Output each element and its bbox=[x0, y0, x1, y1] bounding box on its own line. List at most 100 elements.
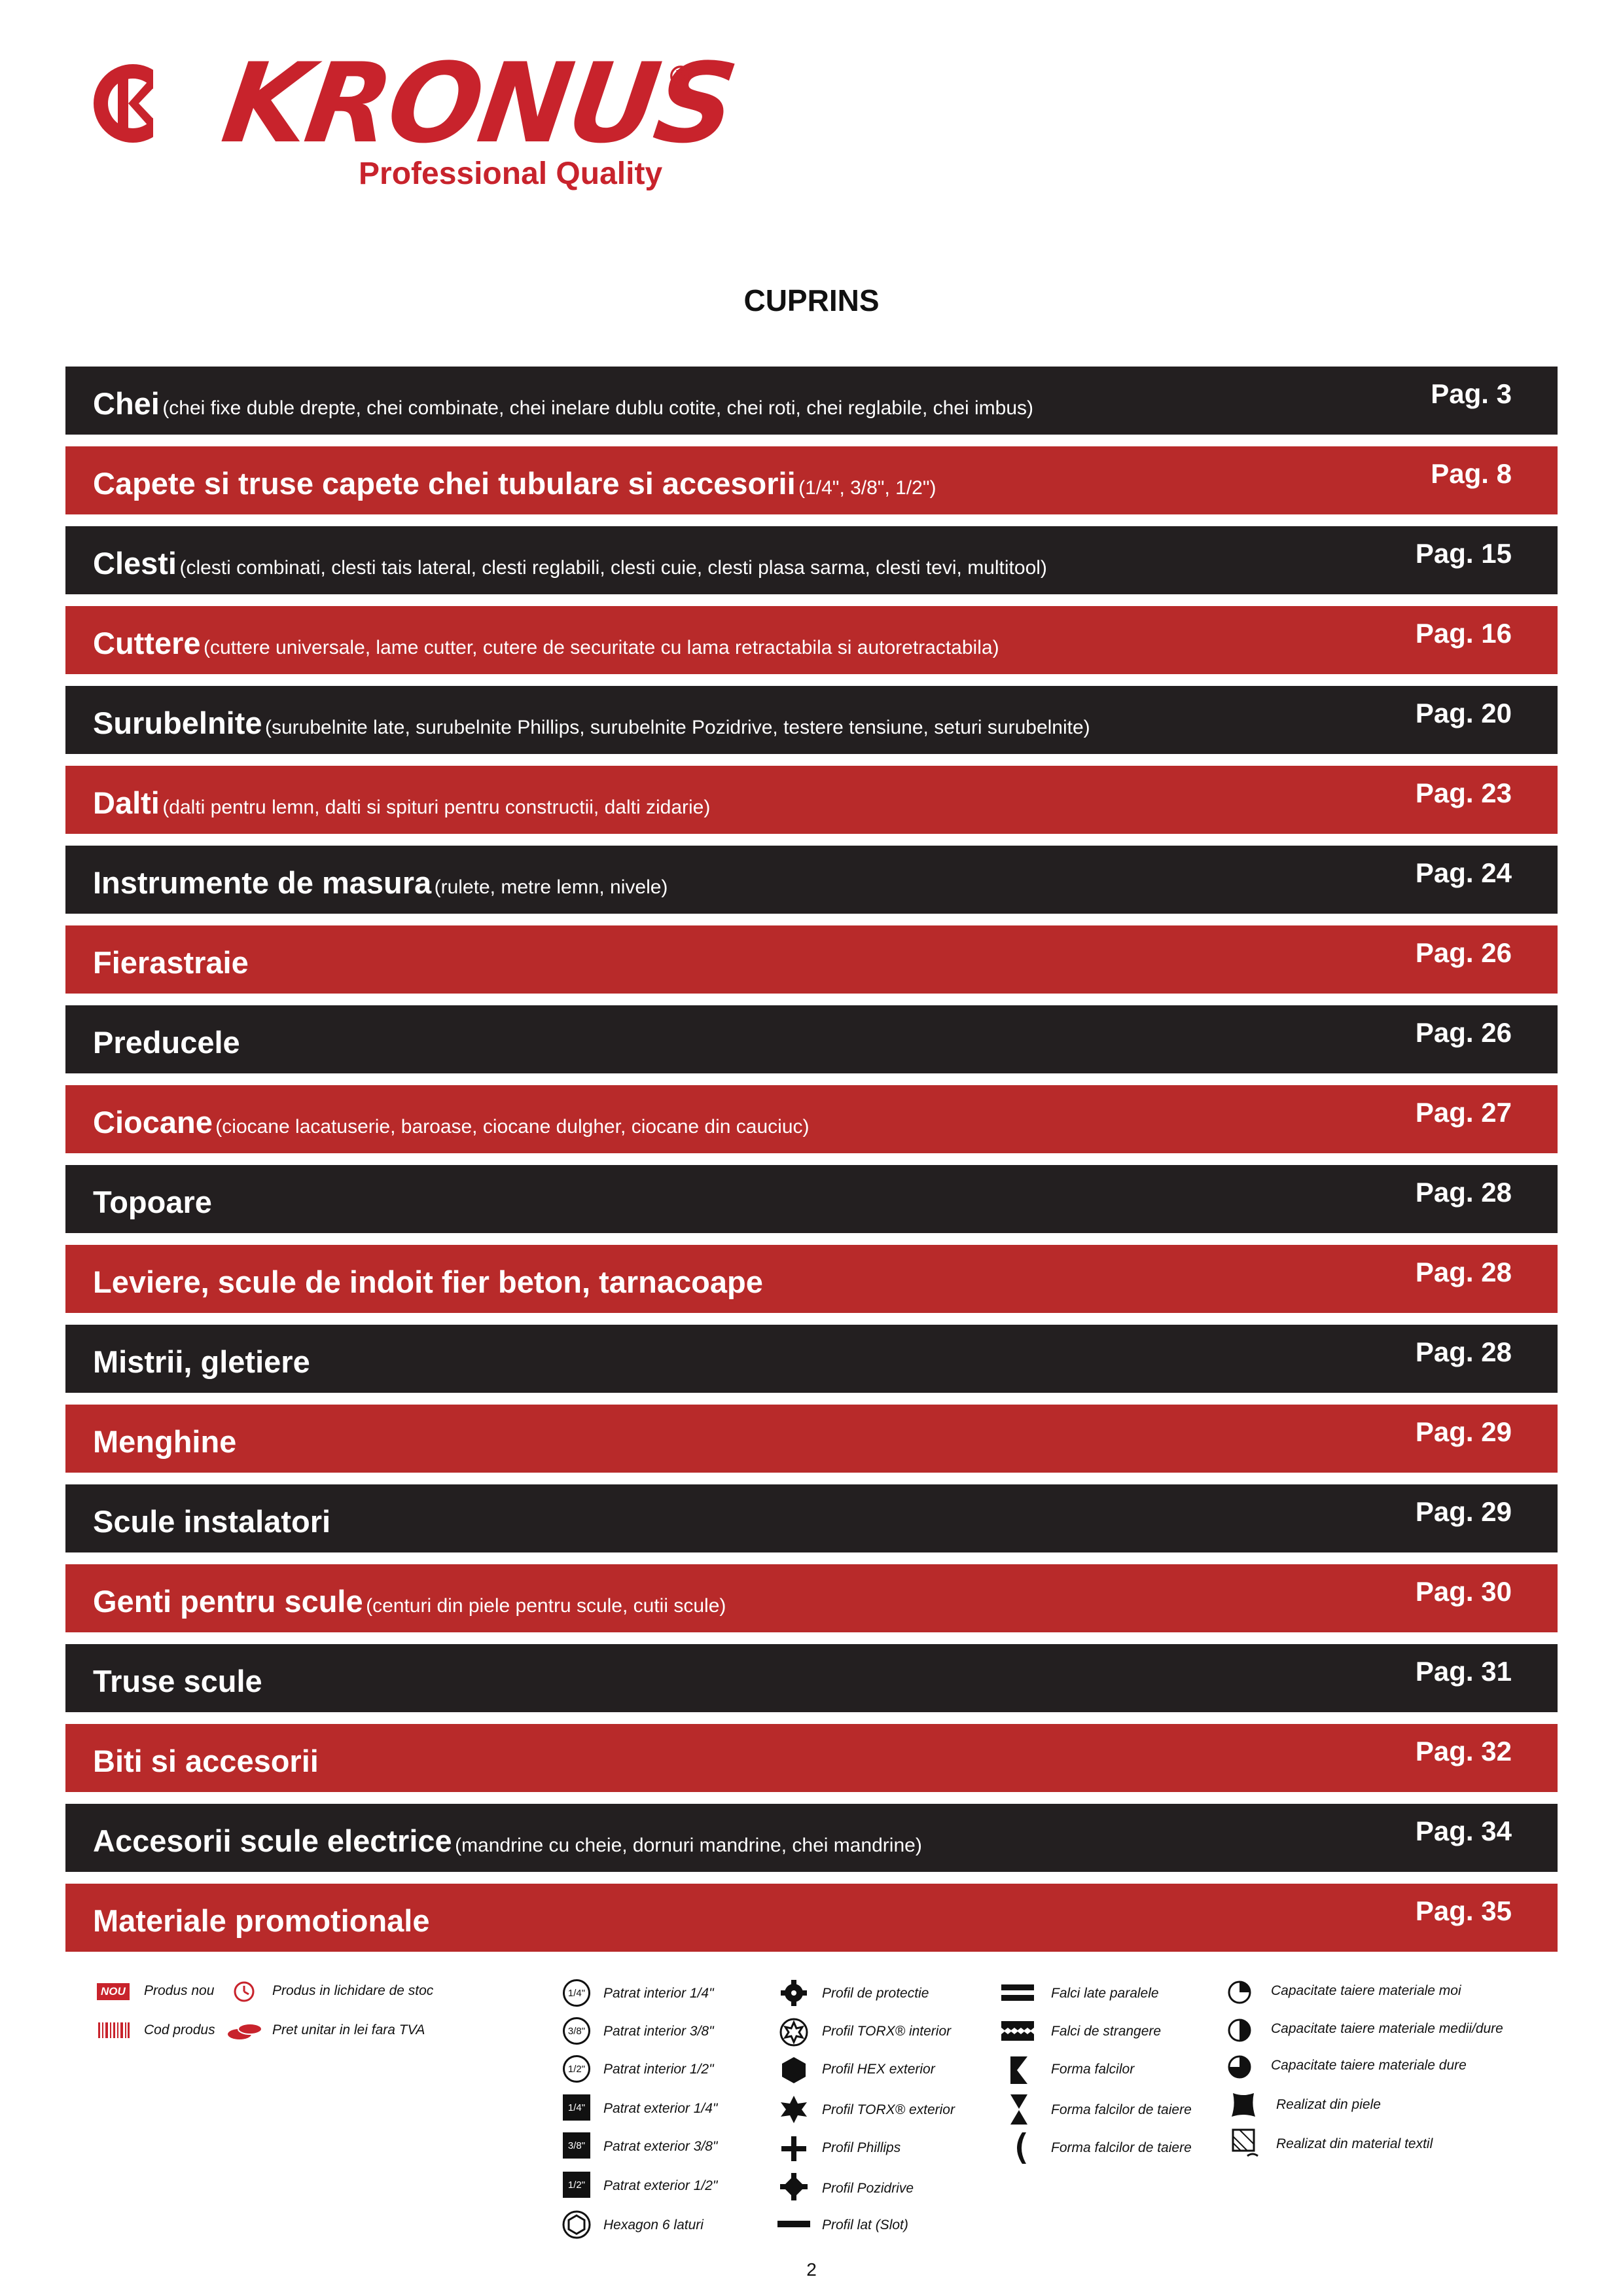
toc-page: Pag. 31 bbox=[1415, 1656, 1512, 1687]
toc-row[interactable]: Ciocane (ciocane lacatuserie, baroase, c… bbox=[65, 1085, 1558, 1153]
toc-title: Materiale promotionale bbox=[93, 1903, 430, 1938]
registered-mark: ® bbox=[666, 60, 695, 94]
toc-page: Pag. 28 bbox=[1415, 1336, 1512, 1367]
barcode-icon bbox=[97, 2021, 131, 2039]
legend-label: Patrat exterior 3/8" bbox=[603, 2139, 718, 2154]
legend-label: Patrat interior 1/4" bbox=[603, 1986, 714, 2001]
toc-page: Pag. 15 bbox=[1415, 538, 1512, 569]
toc-title: Instrumente de masura bbox=[93, 865, 432, 900]
toc-row[interactable]: Instrumente de masura (rulete, metre lem… bbox=[65, 846, 1558, 914]
soft-material-capacity-icon bbox=[1228, 1981, 1251, 2004]
legend-label: Produs in lichidare de stoc bbox=[272, 1983, 434, 1998]
legend-label: Profil lat (Slot) bbox=[822, 2217, 908, 2233]
toc-title: Surubelnite bbox=[93, 706, 262, 740]
pozidrive-profile-icon bbox=[780, 2173, 808, 2200]
toc-row[interactable]: Scule instalatori Pag. 29 bbox=[65, 1484, 1558, 1552]
toc-page: Pag. 26 bbox=[1415, 937, 1512, 968]
leather-icon bbox=[1232, 2093, 1255, 2117]
legend-label: Realizat din piele bbox=[1276, 2097, 1381, 2112]
textile-icon bbox=[1232, 2128, 1258, 2157]
page-number: 2 bbox=[806, 2259, 817, 2280]
brand-tagline: Professional Quality bbox=[359, 156, 663, 191]
outer-square-half-icon: 1/2" bbox=[563, 2172, 590, 2198]
kronus-k-emblem-icon bbox=[94, 60, 175, 145]
clock-icon bbox=[234, 1981, 255, 2002]
toc-page: Pag. 24 bbox=[1415, 857, 1512, 888]
toc-page: Pag. 35 bbox=[1415, 1895, 1512, 1926]
toc-row[interactable]: Preducele Pag. 26 bbox=[65, 1005, 1558, 1073]
brand-name: KRONUS bbox=[215, 39, 742, 168]
outer-square-quarter-icon: 1/4" bbox=[563, 2094, 590, 2121]
legend-label: Forma falcilor bbox=[1051, 2062, 1135, 2077]
toc-subtitle: (ciocane lacatuserie, baroase, ciocane d… bbox=[215, 1116, 810, 1138]
toc-title: Topoare bbox=[93, 1185, 212, 1219]
legend-label: Patrat exterior 1/4" bbox=[603, 2101, 718, 2116]
toc-title: Scule instalatori bbox=[93, 1504, 331, 1539]
brand-logo: KRONUS ® Professional Quality bbox=[90, 39, 741, 191]
curved-cutting-jaw-icon bbox=[1017, 2132, 1026, 2164]
toc-row[interactable]: Surubelnite (surubelnite late, surubelni… bbox=[65, 686, 1558, 754]
legend-label: Profil TORX® interior bbox=[822, 2024, 952, 2039]
legend-label: Hexagon 6 laturi bbox=[603, 2217, 704, 2233]
toc-title: Menghine bbox=[93, 1424, 237, 1459]
toc-page: Pag. 27 bbox=[1415, 1097, 1512, 1128]
hexagon-six-sides-icon bbox=[562, 2210, 591, 2239]
inner-square-half-icon: 1/2" bbox=[563, 2055, 590, 2083]
hex-exterior-icon bbox=[782, 2057, 806, 2083]
toc-subtitle: (clesti combinati, clesti tais lateral, … bbox=[179, 557, 1047, 579]
toc-subtitle: (chei fixe duble drepte, chei combinate,… bbox=[162, 397, 1034, 419]
toc-row[interactable]: Clesti (clesti combinati, clesti tais la… bbox=[65, 526, 1558, 594]
toc-row[interactable]: Capete si truse capete chei tubulare si … bbox=[65, 446, 1558, 514]
toc-title: Mistrii, gletiere bbox=[93, 1344, 310, 1379]
legend-label: Capacitate taiere materiale moi bbox=[1271, 1983, 1461, 1998]
toc-row[interactable]: Menghine Pag. 29 bbox=[65, 1405, 1558, 1473]
toc-title: Dalti bbox=[93, 785, 160, 820]
legend-label: Forma falcilor de taiere bbox=[1051, 2140, 1192, 2155]
toc-row[interactable]: Genti pentru scule (centuri din piele pe… bbox=[65, 1564, 1558, 1632]
toc-title: Ciocane bbox=[93, 1105, 213, 1139]
toc-subtitle: (1/4", 3/8", 1/2") bbox=[798, 477, 936, 499]
toc-row[interactable]: Accesorii scule electrice (mandrine cu c… bbox=[65, 1804, 1558, 1872]
toc-title: Preducele bbox=[93, 1025, 240, 1060]
legend-label: Capacitate taiere materiale medii/dure bbox=[1271, 2021, 1503, 2036]
toc-title: Biti si accesorii bbox=[93, 1744, 319, 1778]
toc-subtitle: (surubelnite late, surubelnite Phillips,… bbox=[264, 717, 1090, 738]
legend-label: Falci de strangere bbox=[1051, 2024, 1162, 2039]
medium-hard-material-capacity-icon bbox=[1228, 2018, 1251, 2042]
cutting-jaw-shape-icon bbox=[1010, 2094, 1027, 2125]
toc-page: Pag. 8 bbox=[1431, 458, 1512, 489]
toc-title: Leviere, scule de indoit fier beton, tar… bbox=[93, 1265, 763, 1299]
toc-page: Pag. 3 bbox=[1431, 378, 1512, 409]
toc-page: Pag. 28 bbox=[1415, 1257, 1512, 1287]
toc-subtitle: (centuri din piele pentru scule, cutii s… bbox=[366, 1595, 726, 1617]
toc-title: Capete si truse capete chei tubulare si … bbox=[93, 466, 796, 501]
legend-label: Pret unitar in lei fara TVA bbox=[272, 2022, 425, 2037]
outer-square-three-eighths-icon: 3/8" bbox=[563, 2132, 590, 2159]
legend-label: Produs nou bbox=[144, 1983, 215, 1998]
table-of-contents: Chei (chei fixe duble drepte, chei combi… bbox=[65, 367, 1558, 1964]
legend-label: Patrat interior 1/2" bbox=[603, 2062, 714, 2077]
phillips-profile-icon bbox=[781, 2136, 806, 2161]
toc-page: Pag. 32 bbox=[1415, 1736, 1512, 1767]
toc-row[interactable]: Topoare Pag. 28 bbox=[65, 1165, 1558, 1233]
legend-label: Profil HEX exterior bbox=[822, 2062, 935, 2077]
page-title: CUPRINS bbox=[743, 283, 880, 317]
toc-row[interactable]: Fierastraie Pag. 26 bbox=[65, 925, 1558, 994]
torx-interior-icon bbox=[779, 2018, 808, 2047]
toc-row[interactable]: Cuttere (cuttere universale, lame cutter… bbox=[65, 606, 1558, 674]
toc-row[interactable]: Dalti (dalti pentru lemn, dalti si spitu… bbox=[65, 766, 1558, 834]
toc-row[interactable]: Materiale promotionale Pag. 35 bbox=[65, 1884, 1558, 1952]
toc-row[interactable]: Leviere, scule de indoit fier beton, tar… bbox=[65, 1245, 1558, 1313]
jaw-shape-icon bbox=[1010, 2056, 1027, 2084]
inner-square-three-eighths-icon: 3/8" bbox=[563, 2017, 590, 2045]
toc-row[interactable]: Chei (chei fixe duble drepte, chei combi… bbox=[65, 367, 1558, 435]
legend-label: Realizat din material textil bbox=[1276, 2136, 1433, 2151]
toc-row[interactable]: Mistrii, gletiere Pag. 28 bbox=[65, 1325, 1558, 1393]
toc-row[interactable]: Truse scule Pag. 31 bbox=[65, 1644, 1558, 1712]
toc-row[interactable]: Biti si accesorii Pag. 32 bbox=[65, 1724, 1558, 1792]
toc-page: Pag. 29 bbox=[1415, 1416, 1512, 1447]
toc-page: Pag. 23 bbox=[1415, 778, 1512, 808]
toc-page: Pag. 29 bbox=[1415, 1496, 1512, 1527]
coins-icon bbox=[228, 2023, 262, 2039]
legend-label: Patrat exterior 1/2" bbox=[603, 2178, 718, 2193]
